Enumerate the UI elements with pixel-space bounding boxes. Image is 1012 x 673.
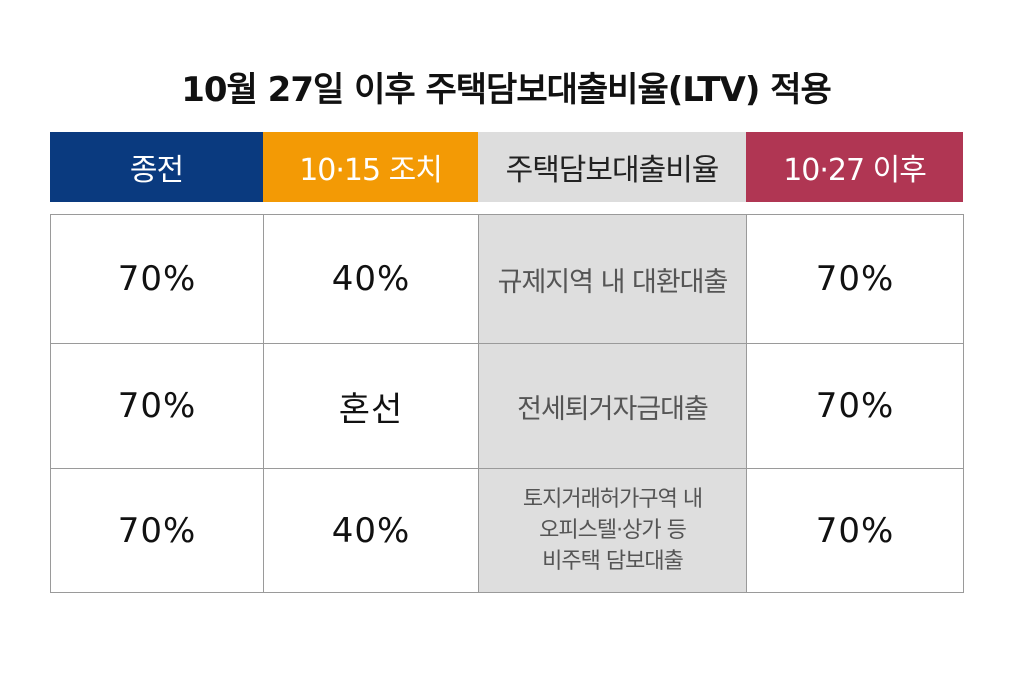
category-line: 토지거래허가구역 내 — [522, 487, 703, 512]
header-oct15-measure: 10·15 조치 — [263, 132, 478, 202]
cell-before: 70% — [50, 468, 264, 593]
cell-oct15: 혼선 — [263, 343, 479, 469]
cell-after: 70% — [746, 468, 964, 593]
page-title: 10월 27일 이후 주택담보대출비율(LTV) 적용 — [181, 70, 832, 110]
ltv-table: 70% 40% 규제지역 내 대환대출 70% 70% 혼선 전세퇴거자금대출 … — [50, 214, 964, 593]
cell-after: 70% — [746, 343, 964, 469]
cell-oct15: 40% — [263, 214, 479, 344]
table-header-row: 종전 10·15 조치 주택담보대출비율 10·27 이후 — [50, 132, 963, 202]
category-line: 오피스텔·상가 등 — [539, 518, 687, 543]
cell-category: 규제지역 내 대환대출 — [478, 214, 747, 344]
cell-category: 토지거래허가구역 내 오피스텔·상가 등 비주택 담보대출 — [478, 468, 747, 593]
table-row: 70% 혼선 전세퇴거자금대출 70% — [50, 343, 964, 469]
header-ltv: 주택담보대출비율 — [478, 132, 746, 202]
cell-oct15: 40% — [263, 468, 479, 593]
table-row: 70% 40% 규제지역 내 대환대출 70% — [50, 214, 964, 344]
cell-before: 70% — [50, 343, 264, 469]
cell-after: 70% — [746, 214, 964, 344]
header-after-oct27: 10·27 이후 — [746, 132, 963, 202]
cell-category: 전세퇴거자금대출 — [478, 343, 747, 469]
category-line: 비주택 담보대출 — [542, 549, 684, 574]
cell-before: 70% — [50, 214, 264, 344]
header-before: 종전 — [50, 132, 263, 202]
table-row: 70% 40% 토지거래허가구역 내 오피스텔·상가 등 비주택 담보대출 70… — [50, 468, 964, 593]
